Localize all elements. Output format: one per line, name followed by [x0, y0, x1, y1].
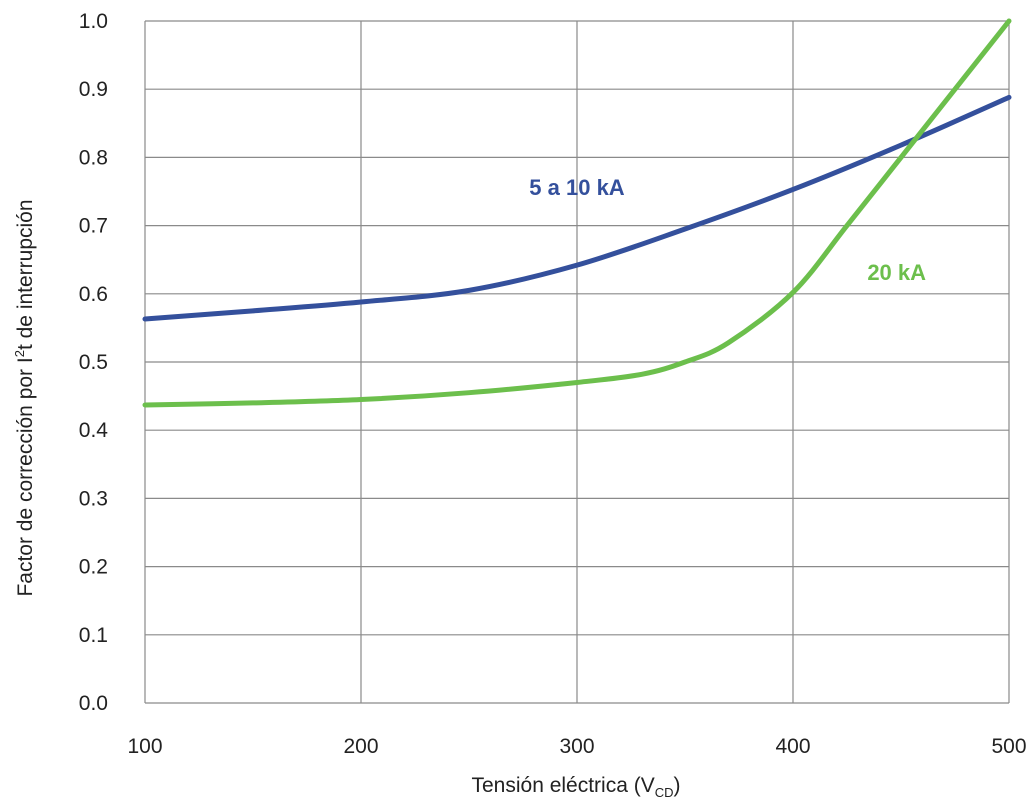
y-tick-label: 0.2	[79, 556, 108, 579]
series-labels: 5 a 10 kA 20 kA	[529, 175, 926, 285]
y-tick-label: 0.9	[79, 78, 108, 101]
grid	[144, 20, 1010, 704]
x-axis-title: Tensión eléctrica (VCD)	[471, 774, 680, 800]
y-tick-label: 0.5	[79, 351, 108, 374]
y-tick-label: 0.3	[79, 487, 108, 510]
series-line	[142, 94, 1012, 322]
y-axis-title: Factor de corrección por I2t de interrup…	[12, 199, 37, 596]
y-tick-label: 0.6	[79, 283, 108, 306]
series-lines	[142, 18, 1012, 408]
y-tick-label: 0.1	[79, 624, 108, 647]
series-label: 5 a 10 kA	[529, 175, 625, 200]
x-tick-label: 200	[343, 735, 378, 758]
y-tick-label: 0.4	[79, 419, 109, 442]
x-tick-label: 300	[559, 735, 594, 758]
y-tick-label: 1.0	[79, 10, 108, 33]
x-tick-label: 500	[991, 735, 1026, 758]
y-tick-label: 0.0	[79, 692, 108, 715]
y-tick-label: 0.7	[79, 215, 108, 238]
tick-labels: 0.0 0.1 0.2 0.3 0.4 0.5 0.6 0.7 0.8 0.9 1.0 100 200 3…	[79, 10, 1027, 758]
series-line	[142, 18, 1012, 408]
series-label: 20 kA	[867, 260, 926, 285]
x-tick-label: 400	[775, 735, 810, 758]
x-tick-label: 100	[127, 735, 162, 758]
y-tick-label: 0.8	[79, 146, 108, 169]
